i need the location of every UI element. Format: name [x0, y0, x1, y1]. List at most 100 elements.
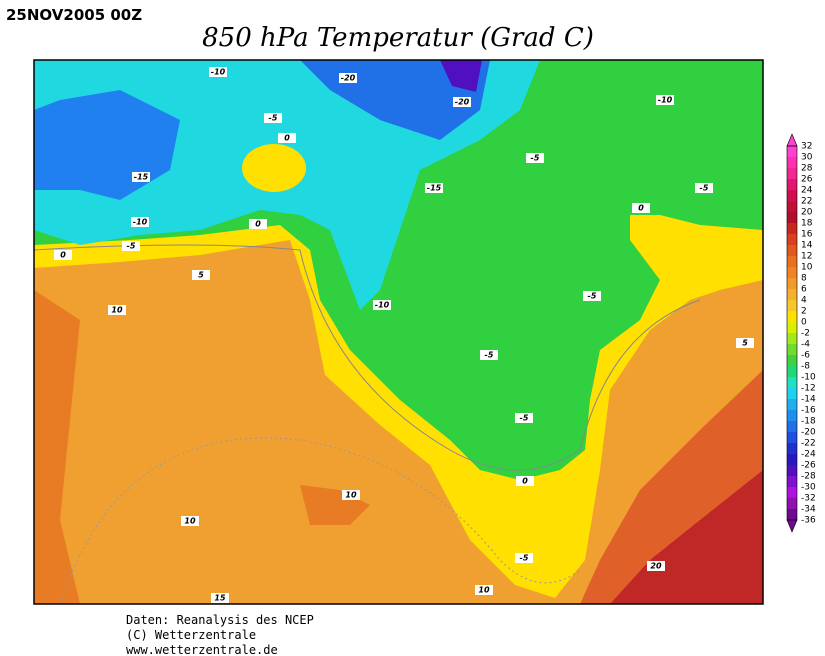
- colorbar-swatch: [787, 399, 797, 411]
- colorbar-swatch: [787, 443, 797, 455]
- contour-label-bg: [131, 217, 149, 227]
- colorbar-label: 24: [801, 186, 813, 196]
- map-frame: [33, 59, 764, 605]
- colorbar-swatch: [787, 190, 797, 202]
- contour-label: -5: [269, 114, 278, 123]
- colorbar-label: -2: [801, 329, 810, 339]
- contour-label: -5: [588, 292, 597, 301]
- colorbar-frame: [786, 145, 798, 521]
- colorbar-label: -4: [801, 340, 810, 350]
- contour-label: 10: [478, 586, 490, 595]
- colorbar-label: 28: [801, 164, 813, 174]
- colorbar-swatch: [787, 289, 797, 301]
- colorbar-label: -20: [801, 428, 816, 438]
- colorbar-label: -32: [801, 494, 816, 504]
- colorbar-arrow: [786, 133, 798, 147]
- contour-label-bg: [54, 250, 72, 260]
- colorbar-swatch: [787, 344, 797, 356]
- colorbar-label: -34: [801, 505, 816, 515]
- colorbar-swatch: [787, 498, 797, 510]
- contour-label: 0: [255, 220, 261, 229]
- contour-label: -20: [341, 74, 356, 83]
- contour-label-bg: [647, 561, 665, 571]
- contour-label-bg: [132, 172, 150, 182]
- contour-label: -15: [134, 173, 149, 182]
- footer-line: (C) Wetterzentrale: [126, 628, 256, 642]
- temp-region: [440, 60, 482, 92]
- colorbar-swatch: [787, 322, 797, 334]
- contour-line: [34, 244, 701, 471]
- colorbar-label: 22: [801, 197, 812, 207]
- colorbar-label: -22: [801, 439, 816, 449]
- colorbar-label: -16: [801, 406, 816, 416]
- colorbar-swatch: [787, 454, 797, 466]
- colorbar-swatch: [787, 201, 797, 213]
- contour-label-bg: [480, 350, 498, 360]
- contour-label-bg: [453, 97, 471, 107]
- colorbar-label: 26: [801, 175, 813, 185]
- colorbar-swatch: [787, 256, 797, 268]
- date-label: 25NOV2005 00Z: [6, 6, 142, 24]
- contour-label: -10: [133, 218, 148, 227]
- colorbar-swatch: [787, 509, 797, 521]
- colorbar-label: 16: [801, 230, 813, 240]
- contour-label: -5: [531, 154, 540, 163]
- colorbar-label: -18: [801, 417, 816, 427]
- contour-label: -10: [211, 68, 226, 77]
- temp-region: [34, 290, 80, 604]
- contour-label-bg: [736, 338, 754, 348]
- footer-line: Daten: Reanalysis des NCEP: [126, 613, 314, 627]
- colorbar-label: 30: [801, 153, 813, 163]
- contour-label: -20: [455, 98, 470, 107]
- colorbar-swatch: [787, 223, 797, 235]
- contour-label-bg: [695, 183, 713, 193]
- contour-label-bg: [181, 516, 199, 526]
- contour-label: -5: [520, 414, 529, 423]
- contour-label-bg: [339, 73, 357, 83]
- contour-label: -5: [127, 242, 136, 251]
- colorbar-swatch: [787, 311, 797, 323]
- contour-label: 0: [522, 477, 528, 486]
- contour-label: -5: [485, 351, 494, 360]
- colorbar-swatch: [787, 300, 797, 312]
- colorbar-label: 0: [801, 318, 807, 328]
- temp-region: [300, 485, 370, 525]
- colorbar-label: 6: [801, 285, 807, 295]
- colorbar-label: -30: [801, 483, 816, 493]
- contour-label: 5: [198, 271, 204, 280]
- map: [33, 59, 764, 605]
- colorbar-swatch: [787, 366, 797, 378]
- contour-label-bg: [209, 67, 227, 77]
- contour-label: 0: [638, 204, 644, 213]
- colorbar-swatch: [787, 212, 797, 224]
- contour-label: 15: [214, 594, 226, 603]
- colorbar-swatch: [787, 157, 797, 169]
- colorbar-swatch: [787, 267, 797, 279]
- contour-labels: -10 -20 -20 -10 -5 0 -15 -15 -5 -5 -10 -5 0 0 0 5 10 -10 -…: [54, 67, 754, 603]
- contour-label-bg: [656, 95, 674, 105]
- contour-label: 10: [345, 491, 357, 500]
- map-title: 850 hPa Temperatur (Grad C): [202, 23, 594, 53]
- colorbar-swatch: [787, 146, 797, 158]
- colorbar-swatch: [787, 388, 797, 400]
- contour-label-bg: [425, 183, 443, 193]
- colorbar-label: 18: [801, 219, 813, 229]
- colorbar-swatch: [787, 179, 797, 191]
- colorbar-label: 10: [801, 263, 813, 273]
- contour-label: -5: [520, 554, 529, 563]
- colorbar-label: -28: [801, 472, 816, 482]
- contour-label-bg: [526, 153, 544, 163]
- contour-label-bg: [211, 593, 229, 603]
- contour-label: 0: [60, 251, 66, 260]
- contour-label-bg: [515, 413, 533, 423]
- contour-label-bg: [516, 476, 534, 486]
- colorbar-swatch: [787, 377, 797, 389]
- contour-label-bg: [632, 203, 650, 213]
- colorbar-swatch: [787, 410, 797, 422]
- colorbar-swatch: [787, 476, 797, 488]
- contour-label: 5: [742, 339, 748, 348]
- colorbar-label: -36: [801, 516, 816, 526]
- colorbar-label: -8: [801, 362, 810, 372]
- contour-label-bg: [249, 219, 267, 229]
